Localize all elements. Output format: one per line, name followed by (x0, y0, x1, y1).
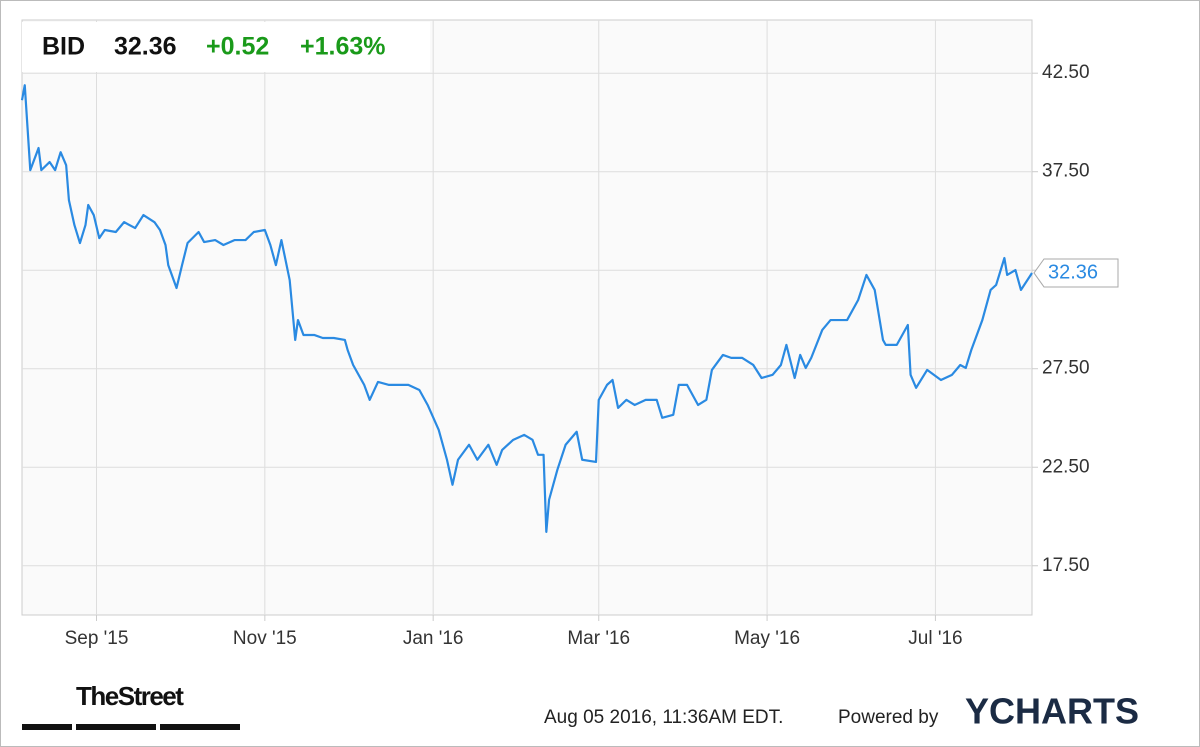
ticker: BID (42, 33, 85, 61)
price-line (20, 84, 1033, 533)
x-tick-label: Jan '16 (403, 628, 464, 649)
x-tick-label: Jul '16 (908, 628, 962, 649)
y-tick-label: 42.50 (1042, 62, 1090, 83)
timestamp: Aug 05 2016, 11:36AM EDT. (544, 707, 783, 728)
powered-by: Powered by (838, 707, 939, 728)
brand-bar (160, 724, 240, 730)
x-tick-label: Sep '15 (65, 628, 129, 649)
y-tick-label: 37.50 (1042, 161, 1090, 182)
y-tick-label: 27.50 (1042, 358, 1090, 379)
brand-bar (76, 724, 156, 730)
change-pct: +1.63% (300, 33, 386, 61)
brand: TheStreet (76, 681, 184, 711)
y-tick-label: 17.50 (1042, 555, 1090, 576)
last-price-tag (1033, 258, 1119, 288)
y-tick-label: 22.50 (1042, 456, 1090, 477)
x-tick-label: May '16 (734, 628, 800, 649)
last-price-label: 32.36 (1048, 261, 1098, 283)
brand-bar (22, 724, 72, 730)
x-tick-label: Nov '15 (233, 628, 297, 649)
price: 32.36 (114, 33, 177, 61)
change: +0.52 (206, 33, 269, 61)
x-tick-label: Mar '16 (567, 628, 630, 649)
quote-box (22, 22, 430, 72)
provider-logo: YCHARTS (965, 691, 1139, 732)
plot-area (21, 19, 1033, 616)
